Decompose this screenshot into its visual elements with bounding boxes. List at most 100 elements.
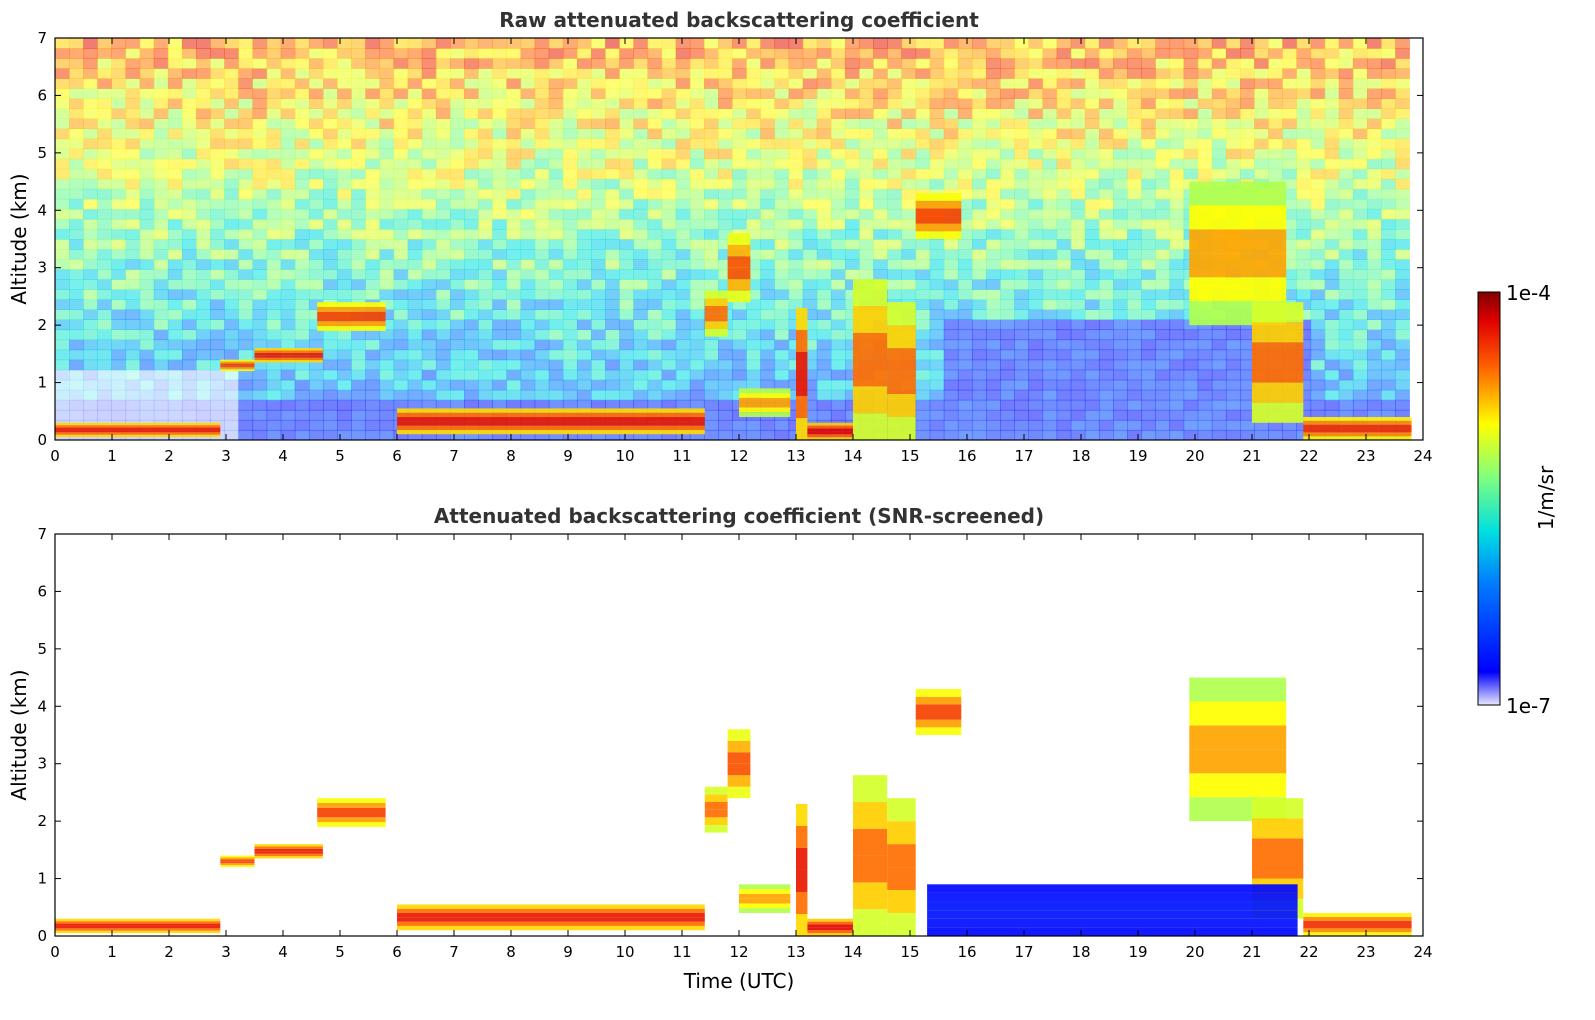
noise-cell: [760, 38, 776, 49]
noise-cell: [1127, 38, 1142, 49]
noise-cell: [1000, 118, 1015, 130]
noise-cell: [435, 359, 451, 371]
noise-cell: [266, 138, 282, 150]
noise-cell: [1028, 148, 1044, 160]
noise-cell: [478, 58, 493, 69]
noise-cell: [153, 259, 169, 270]
noise-cell: [661, 78, 677, 89]
noise-cell: [351, 68, 366, 79]
noise-cell: [323, 68, 338, 79]
noise-cell: [1014, 269, 1030, 280]
noise-cell: [591, 188, 606, 200]
noise-cell: [1197, 108, 1213, 119]
noise-cell: [379, 309, 395, 320]
noise-cell: [1338, 249, 1354, 260]
noise-cell: [1084, 279, 1100, 290]
noise-cell: [379, 128, 395, 140]
noise-cell: [1070, 178, 1086, 190]
noise-cell: [1127, 108, 1142, 119]
noise-cell: [830, 68, 846, 79]
noise-cell: [887, 208, 903, 220]
noise-cell: [153, 319, 169, 331]
noise-cell: [266, 218, 282, 230]
noise-cell: [308, 78, 324, 89]
noise-cell: [746, 339, 761, 351]
noise-cell: [675, 249, 691, 260]
noise-cell: [689, 329, 705, 341]
noise-cell: [83, 309, 98, 320]
noise-cell: [69, 279, 84, 290]
noise-cell: [97, 228, 113, 240]
noise-cell: [1000, 208, 1015, 220]
noise-cell: [1169, 319, 1185, 331]
noise-cell: [1211, 399, 1227, 411]
noise-cell: [1155, 399, 1171, 411]
noise-cell: [393, 198, 409, 210]
noise-cell: [562, 249, 578, 260]
noise-cell: [591, 379, 606, 391]
noise-cell: [986, 228, 1001, 240]
noise-cell: [1395, 319, 1410, 331]
noise-cell: [661, 279, 677, 290]
noise-cell: [379, 218, 395, 230]
noise-cell: [365, 78, 381, 89]
noise-cell: [1338, 158, 1354, 170]
noise-cell: [111, 329, 127, 341]
noise-cell: [971, 88, 987, 99]
noise-cell: [746, 289, 761, 300]
noise-cell: [435, 218, 451, 230]
noise-cell: [1084, 88, 1100, 99]
feature-cell: [397, 417, 705, 422]
noise-cell: [859, 138, 874, 150]
noise-cell: [450, 148, 465, 160]
noise-cell: [1056, 178, 1072, 190]
noise-cell: [802, 148, 818, 160]
heatmap-cells: [55, 677, 1412, 936]
noise-cell: [647, 379, 663, 391]
noise-cell: [506, 399, 522, 411]
noise-cell: [181, 118, 197, 130]
noise-cell: [125, 319, 141, 331]
noise-cell: [576, 48, 592, 59]
noise-cell: [971, 359, 987, 371]
noise-cell: [1352, 228, 1368, 240]
noise-cell: [689, 168, 705, 180]
noise-cell: [760, 269, 776, 280]
noise-cell: [365, 218, 381, 230]
feature-cell: [739, 407, 791, 413]
noise-cell: [901, 58, 917, 69]
noise-cell: [1070, 269, 1086, 280]
noise-cell: [238, 299, 254, 310]
noise-cell: [788, 289, 804, 300]
noise-cell: [435, 158, 451, 170]
noise-cell: [1127, 409, 1142, 421]
noise-cell: [1282, 279, 1298, 290]
noise-cell: [562, 198, 578, 210]
noise-cell: [1098, 269, 1114, 280]
noise-cell: [971, 329, 987, 341]
noise-cell: [859, 259, 874, 270]
noise-cell: [1000, 38, 1015, 49]
noise-cell: [816, 349, 832, 361]
noise-cell: [619, 429, 635, 440]
noise-cell: [887, 198, 903, 210]
noise-cell: [1127, 259, 1142, 270]
noise-cell: [450, 359, 465, 371]
noise-cell: [816, 178, 832, 190]
noise-cell: [675, 359, 691, 371]
noise-cell: [125, 399, 141, 411]
noise-cell: [379, 429, 395, 440]
noise-cell: [478, 228, 493, 240]
noise-cell: [718, 158, 733, 170]
noise-cell: [1014, 429, 1030, 440]
noise-cell: [1169, 249, 1185, 260]
noise-cell: [196, 249, 211, 260]
noise-cell: [323, 38, 338, 49]
y-tick-label: 4: [37, 201, 47, 219]
noise-cell: [619, 168, 635, 180]
feature-cell: [727, 256, 751, 268]
noise-cell: [534, 349, 550, 361]
noise-cell: [1000, 369, 1015, 381]
noise-cell: [1183, 108, 1199, 119]
noise-cell: [774, 188, 790, 200]
